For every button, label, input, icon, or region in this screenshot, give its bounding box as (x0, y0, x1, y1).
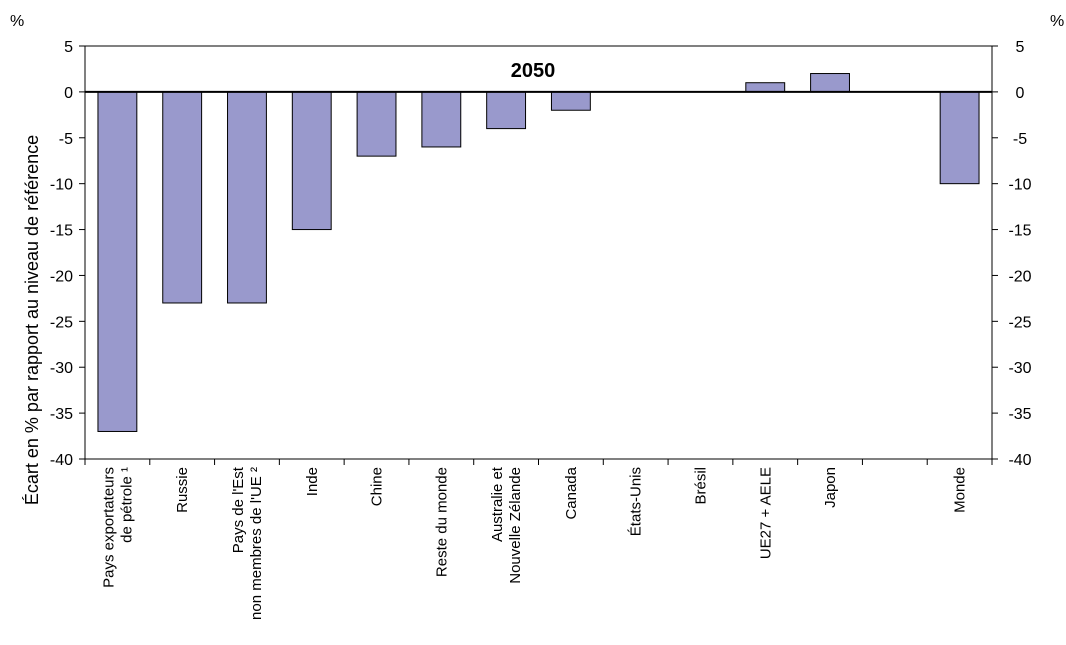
plot-area (84, 45, 993, 460)
bar (550, 91, 591, 111)
category-label: UE27 + AELE (757, 467, 774, 559)
category-label: Reste du monde (433, 467, 450, 577)
y-tick-label-left: -35 (50, 406, 73, 423)
chart-title: 2050 (511, 60, 556, 82)
y-tick-label-right: -35 (1008, 406, 1031, 423)
y-tick-label-right: -20 (1008, 268, 1031, 285)
category-label: Japon (822, 467, 839, 508)
category-label: Russie (174, 467, 191, 513)
y-tick-label-left: -40 (50, 452, 73, 469)
category-label: Pays de l'Est (230, 466, 247, 553)
category-label: Inde (304, 467, 321, 496)
bar (162, 91, 203, 304)
category-label: Canada (563, 466, 580, 519)
bar (810, 73, 850, 93)
category-label: Monde (952, 467, 969, 513)
y-unit-right: % (1050, 13, 1064, 30)
y-tick-label-right: 0 (1016, 85, 1025, 102)
bar (745, 82, 786, 93)
category-label: de pétrole ¹ (118, 467, 135, 543)
y-tick-label-left: -15 (50, 223, 73, 240)
y-tick-label-left: -10 (50, 177, 73, 194)
y-tick-label-right: -10 (1008, 177, 1031, 194)
y-tick-label-left: -20 (50, 268, 73, 285)
y-tick-label-left: 5 (64, 39, 73, 56)
y-axis-label: Écart en % par rapport au niveau de réfé… (22, 135, 42, 505)
y-tick-label-right: -25 (1008, 314, 1031, 331)
y-tick-label-left: -30 (50, 360, 73, 377)
category-label: Australie et (489, 466, 506, 542)
bar (939, 91, 980, 185)
y-tick-label-left: 0 (64, 85, 73, 102)
category-label: États-Unis (628, 467, 645, 536)
bar (227, 91, 267, 304)
y-tick-label-left: -5 (59, 131, 73, 148)
category-label: Chine (369, 467, 386, 506)
category-label: Brésil (692, 467, 709, 505)
category-label: Nouvelle Zélande (507, 467, 524, 584)
bar (356, 91, 397, 157)
bar (97, 91, 138, 432)
y-tick-label-right: -30 (1008, 360, 1031, 377)
y-tick-label-right: -15 (1008, 223, 1031, 240)
y-tick-label-right: -40 (1008, 452, 1031, 469)
bar (486, 91, 527, 130)
y-tick-label-right: 5 (1016, 39, 1025, 56)
category-label: Pays exportateurs (100, 467, 117, 588)
y-unit-left: % (10, 13, 24, 30)
bar (291, 91, 332, 231)
category-label: non membres de l'UE ² (248, 467, 265, 620)
bar (421, 91, 462, 148)
y-tick-label-left: -25 (50, 314, 73, 331)
y-tick-label-right: -5 (1013, 131, 1027, 148)
